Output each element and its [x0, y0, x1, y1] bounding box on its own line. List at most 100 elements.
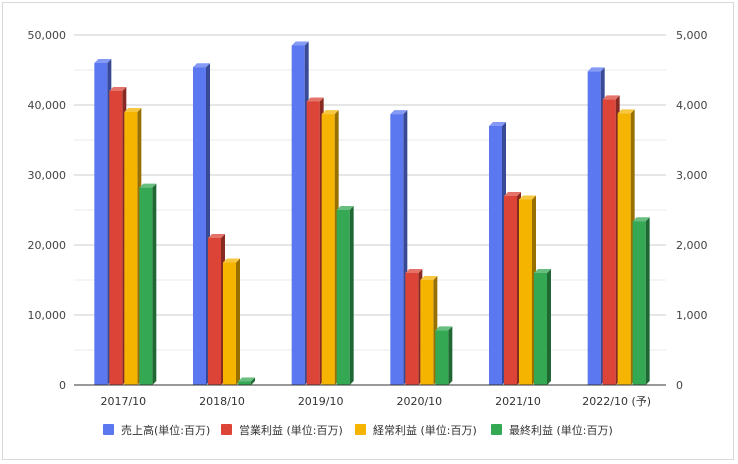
- bar: [306, 97, 324, 385]
- bar-front: [208, 238, 221, 385]
- bar-side: [448, 326, 453, 385]
- bar-front: [632, 221, 646, 385]
- bar: [291, 41, 309, 385]
- bar: [336, 206, 354, 385]
- bar: [405, 269, 423, 385]
- bar-front: [109, 91, 123, 385]
- bar-front: [336, 210, 350, 385]
- bar-top: [223, 258, 240, 263]
- bar: [435, 326, 453, 385]
- bar: [321, 110, 339, 385]
- bar: [504, 192, 521, 385]
- bars: [94, 41, 650, 386]
- bar-front: [435, 330, 449, 385]
- bar-front: [519, 199, 532, 385]
- bar: [602, 95, 620, 386]
- right-axis-ticks: 0 1,000 2,000 3,000 4,000 5,000: [676, 29, 708, 392]
- bar-side: [349, 206, 354, 385]
- bar-top: [602, 95, 620, 100]
- bar: [94, 59, 112, 385]
- bar-front: [390, 114, 404, 385]
- bar-front: [124, 112, 138, 385]
- bar: [489, 122, 506, 385]
- bar-top: [420, 276, 438, 280]
- legend-swatch: [221, 424, 232, 435]
- category-label: 2021/10: [495, 395, 541, 408]
- left-axis-ticks: 0 10,000 20,000 30,000 40,000 50,000: [28, 29, 67, 392]
- bar-top: [587, 67, 605, 72]
- legend-item: 経常利益 (単位:百万): [355, 423, 477, 437]
- legend-swatch: [355, 424, 366, 435]
- left-tick-label: 0: [59, 379, 66, 392]
- bar-front: [306, 101, 320, 385]
- bar: [238, 377, 255, 385]
- left-tick-label: 40,000: [28, 99, 67, 112]
- bar: [617, 109, 635, 386]
- legend-label: 売上高(単位:百万): [121, 423, 210, 437]
- bar-top: [124, 108, 142, 112]
- bar-top: [193, 63, 210, 68]
- gridlines: [74, 34, 666, 351]
- bar: [124, 108, 142, 385]
- bar: [223, 258, 240, 385]
- legend-item: 売上高(単位:百万): [103, 423, 210, 437]
- bar: [519, 195, 536, 385]
- bar-front: [223, 262, 236, 385]
- bar-top: [306, 97, 324, 102]
- category-label: 2022/10 (予): [582, 395, 651, 408]
- bar: [420, 276, 438, 385]
- right-tick-label: 2,000: [676, 239, 708, 252]
- category-label: 2017/10: [100, 395, 146, 408]
- bar-top: [238, 377, 255, 382]
- legend-swatch: [103, 424, 114, 435]
- category-label: 2019/10: [298, 395, 344, 408]
- bar-front: [238, 381, 251, 385]
- bar-front: [534, 273, 547, 385]
- legend-item: 営業利益 (単位:百万): [221, 423, 343, 437]
- bar-top: [321, 110, 339, 115]
- bar-front: [617, 113, 631, 386]
- bar-front: [139, 187, 153, 385]
- bar-top: [489, 122, 506, 126]
- bar: [208, 234, 225, 385]
- left-tick-label: 10,000: [28, 309, 67, 322]
- bar-top: [405, 269, 423, 273]
- bar: [390, 110, 408, 385]
- bar-front: [602, 99, 616, 386]
- bar-side: [251, 377, 255, 385]
- bar-top: [336, 206, 354, 210]
- category-labels: 2017/10 2018/10 2019/10 2020/10 2021/10 2022/…: [100, 395, 651, 408]
- legend-label: 最終利益 (単位:百万): [509, 423, 613, 437]
- bar: [193, 63, 210, 385]
- bar-side: [152, 183, 157, 385]
- bar-side: [645, 217, 650, 385]
- right-tick-label: 3,000: [676, 169, 708, 182]
- bar-front: [193, 67, 206, 385]
- bar-front: [504, 196, 517, 385]
- bar-top: [534, 269, 551, 273]
- bar-top: [94, 59, 112, 63]
- bar-front: [489, 126, 502, 385]
- bar: [534, 269, 551, 385]
- legend-item: 最終利益 (単位:百万): [491, 423, 613, 437]
- legend-label: 営業利益 (単位:百万): [239, 423, 343, 437]
- legend-label: 経常利益 (単位:百万): [373, 423, 477, 437]
- right-tick-label: 1,000: [676, 309, 708, 322]
- right-tick-label: 0: [676, 379, 683, 392]
- right-tick-label: 4,000: [676, 99, 708, 112]
- category-label: 2018/10: [199, 395, 245, 408]
- bar: [139, 183, 157, 385]
- bar-top: [291, 41, 309, 46]
- category-label: 2020/10: [396, 395, 442, 408]
- left-tick-label: 20,000: [28, 239, 67, 252]
- bar-front: [587, 71, 601, 386]
- bar: [587, 67, 605, 386]
- bar-top: [109, 87, 127, 91]
- left-tick-label: 30,000: [28, 169, 67, 182]
- bar-side: [236, 258, 240, 385]
- bar: [632, 217, 650, 385]
- bar: [109, 87, 127, 385]
- bar-front: [321, 114, 335, 385]
- bar-front: [291, 45, 305, 385]
